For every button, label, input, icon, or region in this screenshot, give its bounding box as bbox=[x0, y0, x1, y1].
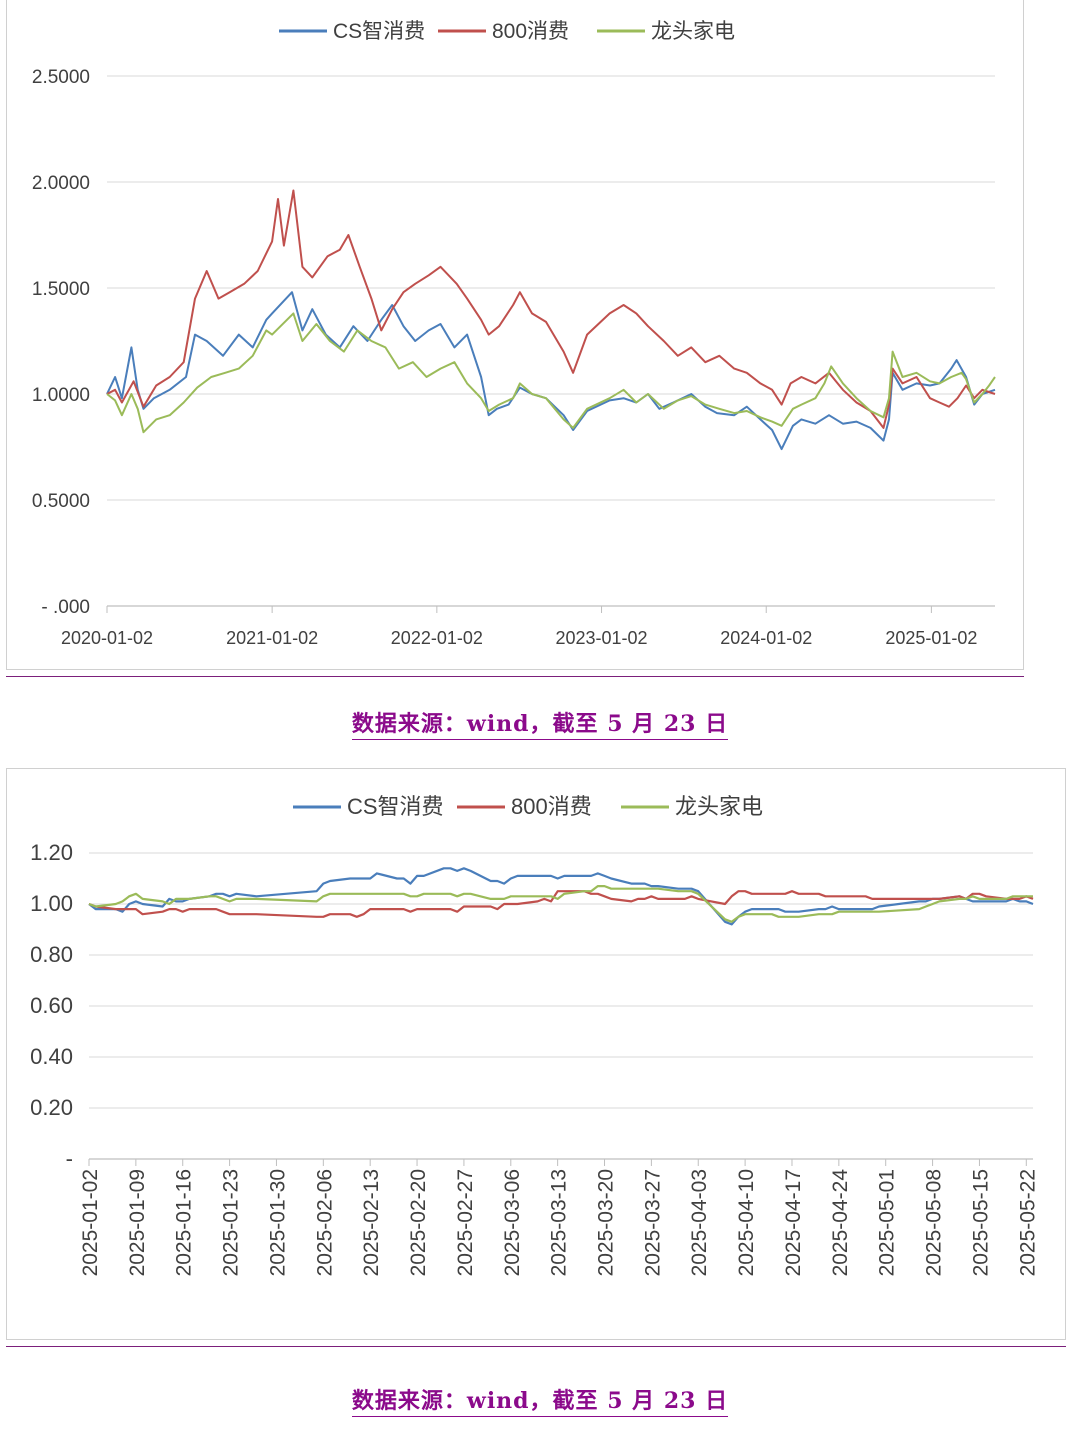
legend-label: CS智消费 bbox=[347, 794, 444, 819]
x-tick-label: 2025-02-13 bbox=[360, 1169, 383, 1276]
series-line bbox=[88, 890, 1034, 918]
source-note: 数据来源：wind，截至 5 月 23 日 bbox=[0, 706, 1080, 740]
y-tick-label: 0.60 bbox=[30, 993, 73, 1018]
x-tick-label: 2025-01-16 bbox=[173, 1169, 196, 1276]
y-tick-label: - bbox=[66, 1146, 73, 1171]
y-tick-label: 2.0000 bbox=[32, 173, 90, 194]
x-tick-label: 2025-01-09 bbox=[126, 1169, 149, 1276]
source-note-text: 数据来源：wind，截至 5 月 23 日 bbox=[351, 1388, 729, 1417]
y-tick-label: 0.20 bbox=[30, 1095, 73, 1120]
x-tick-label: 2021-01-02 bbox=[226, 628, 318, 648]
x-tick-label: 2025-03-20 bbox=[595, 1169, 618, 1276]
x-tick-label: 2025-01-30 bbox=[266, 1169, 289, 1276]
y-tick-label: 0.80 bbox=[30, 942, 73, 967]
x-tick-label: 2025-02-27 bbox=[454, 1169, 477, 1276]
x-tick-label: 2025-01-23 bbox=[220, 1169, 243, 1276]
series-line bbox=[106, 312, 996, 434]
y-tick-label: 1.5000 bbox=[32, 279, 90, 300]
y-tick-label: 0.5000 bbox=[32, 491, 90, 512]
x-tick-label: 2025-04-17 bbox=[782, 1169, 805, 1276]
chart-panel-long-term: - .000 0.5000 1.0000 1.5000 2.0000 2.5000 2020… bbox=[6, 0, 1024, 670]
legend-label: 800消费 bbox=[492, 20, 569, 43]
y-tick-label: 1.00 bbox=[30, 891, 73, 916]
x-tick-label: 2025-05-08 bbox=[923, 1169, 946, 1276]
x-tick-label: 2025-04-10 bbox=[735, 1169, 758, 1276]
x-tick-label: 2025-03-06 bbox=[501, 1169, 524, 1276]
legend-label: 龙头家电 bbox=[675, 794, 763, 819]
x-tick-label: 2025-01-02 bbox=[885, 628, 977, 648]
chart-panel-ytd: - 0.20 0.40 0.60 0.80 1.00 1.20 2025-01-02 2025-… bbox=[6, 768, 1066, 1340]
x-tick-label: 2025-02-06 bbox=[313, 1169, 336, 1276]
x-tick-label: 2024-01-02 bbox=[720, 628, 812, 648]
y-tick-label: 1.0000 bbox=[32, 385, 90, 406]
x-tick-label: 2022-01-02 bbox=[391, 628, 483, 648]
x-tick-label: 2025-03-13 bbox=[548, 1169, 571, 1276]
source-note-text: 数据来源：wind，截至 5 月 23 日 bbox=[351, 711, 729, 740]
y-tick-label: 0.40 bbox=[30, 1044, 73, 1069]
x-tick-label: 2025-04-03 bbox=[688, 1169, 711, 1276]
series-line bbox=[106, 291, 996, 451]
x-tick-label: 2025-05-01 bbox=[876, 1169, 899, 1276]
y-tick-label: 2.5000 bbox=[32, 67, 90, 88]
x-tick-label: 2025-05-15 bbox=[969, 1169, 992, 1276]
x-tick-label: 2025-04-24 bbox=[829, 1169, 852, 1277]
x-tick-label: 2020-01-02 bbox=[61, 628, 153, 648]
line-chart-2020-2025: - .000 0.5000 1.0000 1.5000 2.0000 2.5000 2020… bbox=[32, 20, 996, 648]
legend-label: 800消费 bbox=[511, 794, 592, 819]
divider-line bbox=[6, 676, 1024, 677]
series-line bbox=[106, 189, 996, 429]
line-chart-2025-ytd: - 0.20 0.40 0.60 0.80 1.00 1.20 2025-01-02 2025-… bbox=[30, 794, 1039, 1277]
x-tick-label: 2025-02-20 bbox=[407, 1169, 430, 1276]
x-tick-label: 2025-01-02 bbox=[79, 1169, 102, 1276]
x-tick-label: 2023-01-02 bbox=[555, 628, 647, 648]
legend-label: 龙头家电 bbox=[651, 20, 735, 43]
series-line bbox=[88, 884, 1033, 923]
x-tick-label: 2025-05-22 bbox=[1016, 1169, 1039, 1276]
series-line bbox=[88, 867, 1034, 926]
y-tick-label: 1.20 bbox=[30, 840, 73, 865]
source-note: 数据来源：wind，截至 5 月 23 日 bbox=[0, 1383, 1080, 1417]
divider-line bbox=[6, 1346, 1066, 1347]
y-tick-label: - .000 bbox=[41, 597, 90, 618]
legend-label: CS智消费 bbox=[333, 20, 425, 43]
x-tick-label: 2025-03-27 bbox=[641, 1169, 664, 1276]
